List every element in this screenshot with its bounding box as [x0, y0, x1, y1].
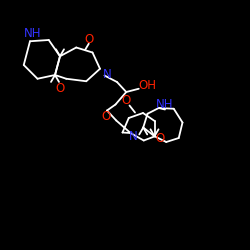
Text: N: N [103, 68, 112, 82]
Text: O: O [156, 132, 164, 145]
Text: N: N [129, 130, 138, 142]
Text: O: O [122, 94, 131, 107]
Text: O: O [101, 110, 110, 122]
Text: NH: NH [156, 98, 174, 112]
Text: O: O [56, 82, 64, 95]
Text: NH: NH [24, 27, 41, 40]
Text: OH: OH [138, 79, 156, 92]
Text: O: O [84, 33, 94, 46]
